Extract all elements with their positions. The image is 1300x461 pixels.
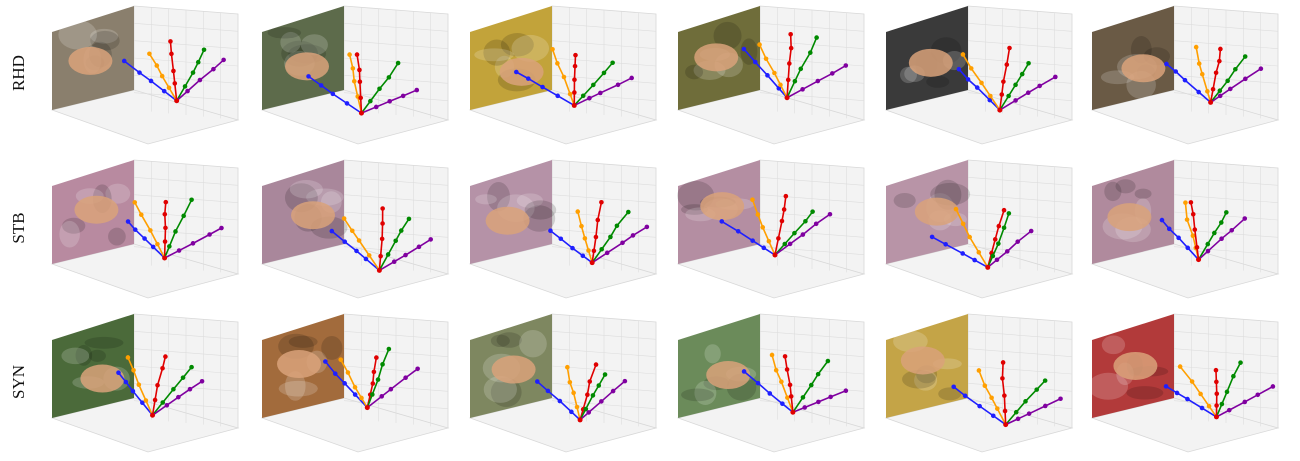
- hand-pose-panel-rhd-3: [466, 2, 671, 152]
- hand-pose-panel-syn-5: [882, 310, 1087, 460]
- input-image: [262, 6, 344, 110]
- hand-pose-panel-rhd-6: [1088, 2, 1293, 152]
- input-image: [677, 160, 760, 264]
- hand-pose-panel-syn-3: [466, 310, 671, 460]
- hand-pose-panel-stb-1: [48, 156, 253, 306]
- hand-pose-panel-rhd-1: [48, 2, 253, 152]
- hand-pose-panel-rhd-2: [258, 2, 463, 152]
- row-label-syn: SYN: [9, 364, 28, 399]
- input-image: [886, 314, 968, 418]
- input-image: [1092, 6, 1174, 110]
- hand-pose-panel-syn-6: [1088, 310, 1293, 460]
- hand-pose-panel-syn-4: [674, 310, 879, 460]
- row-label-stb: STB: [9, 212, 28, 244]
- input-image: [886, 6, 968, 110]
- hand-pose-panel-stb-4: [674, 156, 879, 306]
- input-image: [52, 160, 134, 264]
- input-image: [52, 6, 134, 110]
- hand-pose-panel-rhd-5: [882, 2, 1087, 152]
- hand-pose-panel-stb-2: [258, 156, 463, 306]
- hand-pose-panel-rhd-4: [674, 2, 879, 152]
- hand-pose-panel-stb-6: [1088, 156, 1293, 306]
- input-image: [678, 6, 760, 110]
- input-image: [678, 314, 760, 418]
- hand-pose-panel-stb-3: [466, 156, 671, 306]
- input-image: [470, 314, 552, 418]
- input-image: [1092, 160, 1174, 264]
- row-label-rhd: RHD: [9, 55, 28, 91]
- input-image: [262, 160, 348, 264]
- panel-grid: [48, 0, 1300, 461]
- hand-pose-panel-syn-1: [48, 310, 253, 460]
- input-image: [470, 160, 557, 264]
- input-image: [1088, 314, 1174, 418]
- input-image: [262, 314, 344, 418]
- hand-pose-panel-syn-2: [258, 310, 463, 460]
- input-image: [886, 160, 971, 264]
- input-image: [470, 6, 552, 110]
- hand-pose-panel-stb-5: [882, 156, 1087, 306]
- input-image: [52, 314, 134, 418]
